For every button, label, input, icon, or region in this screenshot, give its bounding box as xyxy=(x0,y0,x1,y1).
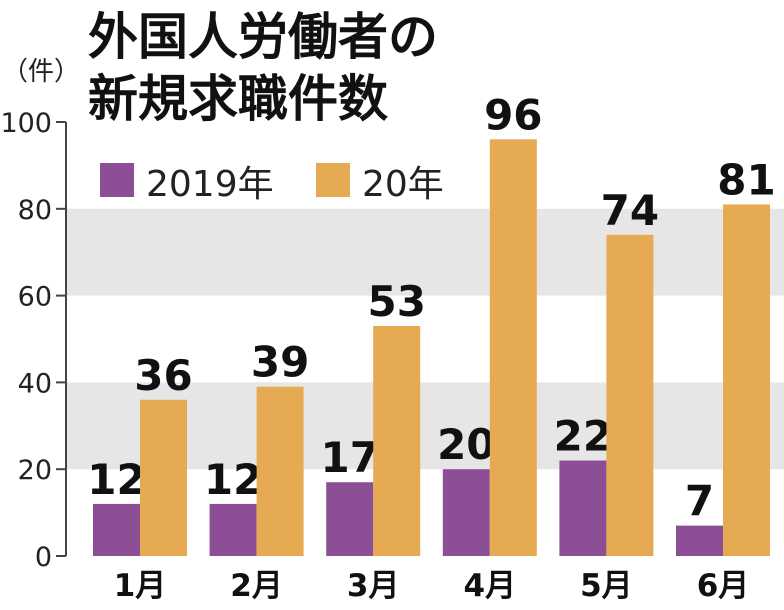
chart-title-line-1: 外国人労働者の xyxy=(88,8,438,66)
y-axis-ticks: 0 20 40 60 80 100 xyxy=(0,108,66,573)
data-label: 12 xyxy=(87,455,145,504)
x-tick-label: 4月 xyxy=(464,568,517,604)
bar-2019-2 xyxy=(209,503,257,556)
legend-label-2019: 2019年 xyxy=(146,164,274,205)
data-label: 74 xyxy=(601,186,659,235)
chart-title-line-2: 新規求職件数 xyxy=(88,70,388,128)
data-label: 20 xyxy=(437,420,495,469)
bar-20-3 xyxy=(373,325,421,556)
legend-swatch-20 xyxy=(316,163,350,197)
bar-2019-3 xyxy=(326,482,374,556)
data-label: 81 xyxy=(717,155,775,204)
data-label: 96 xyxy=(484,90,542,139)
legend-swatch-2019 xyxy=(100,163,134,197)
data-label: 7 xyxy=(685,477,714,526)
y-tick-label: 40 xyxy=(18,368,52,399)
x-tick-label: 3月 xyxy=(347,568,400,604)
y-tick-label: 80 xyxy=(18,195,52,226)
bar-20-6 xyxy=(723,204,770,556)
bar-2019-5 xyxy=(559,460,607,556)
x-tick-label: 1月 xyxy=(114,568,167,604)
data-label: 39 xyxy=(251,338,309,387)
data-label: 12 xyxy=(204,455,262,504)
bar-2019-1 xyxy=(93,503,140,556)
y-tick-label: 60 xyxy=(18,282,52,313)
x-axis-ticks: 1月 2月 3月 4月 5月 6月 xyxy=(114,568,750,604)
grid-band xyxy=(66,208,784,296)
data-label: 53 xyxy=(367,277,425,326)
y-tick-label: 20 xyxy=(18,455,52,486)
legend-label-20: 20年 xyxy=(362,164,444,205)
y-axis-unit: （件） xyxy=(2,57,80,87)
bar-2019-6 xyxy=(676,525,723,556)
y-tick-label: 0 xyxy=(35,542,52,573)
x-tick-label: 6月 xyxy=(697,568,750,604)
bar-20-2 xyxy=(256,386,304,556)
x-tick-label: 5月 xyxy=(580,568,633,604)
legend: 2019年 20年 xyxy=(100,163,444,205)
data-label: 22 xyxy=(554,412,612,461)
bar-20-4 xyxy=(489,139,537,557)
x-tick-label: 2月 xyxy=(230,568,283,604)
data-label: 36 xyxy=(134,351,192,400)
bar-20-1 xyxy=(140,399,187,556)
bar-2019-4 xyxy=(442,469,490,556)
y-tick-label: 100 xyxy=(0,108,52,139)
data-label: 17 xyxy=(320,433,378,482)
bar-20-5 xyxy=(606,234,654,556)
